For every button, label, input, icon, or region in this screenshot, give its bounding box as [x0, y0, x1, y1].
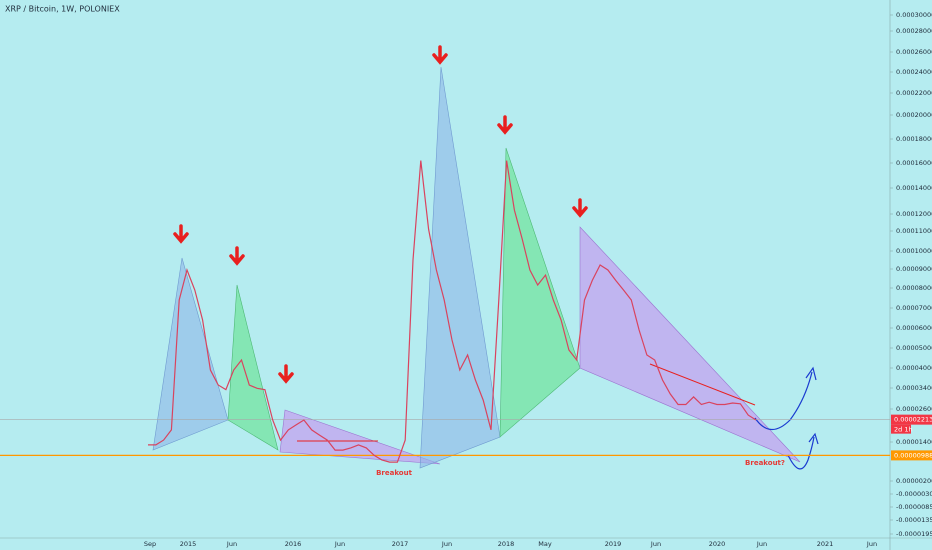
x-tick-label: May: [538, 540, 552, 548]
projection-arrow: [754, 371, 813, 431]
arrow: [229, 246, 245, 266]
y-tick-label: 0.00022000: [896, 89, 932, 97]
triangle: [419, 66, 501, 469]
triangle: [499, 147, 581, 438]
y-tick-label: -0.00000300: [896, 490, 932, 498]
y-tick-label: 0.00020000: [896, 111, 932, 119]
x-tick-label: 2019: [605, 540, 622, 548]
x-tick-label: 2015: [180, 540, 197, 548]
y-tick-label: 0.00010000: [896, 247, 932, 255]
x-tick-label: Jun: [334, 540, 345, 548]
price-box: [891, 414, 932, 425]
y-tick-label: 0.00009000: [896, 265, 932, 273]
trend-line: [649, 363, 756, 406]
x-tick-label: 2017: [392, 540, 409, 548]
triangle: [227, 284, 279, 451]
y-tick-label: 0.00003400: [896, 384, 932, 392]
y-tick-label: 0.00026000: [896, 48, 932, 56]
y-tick-label: -0.00001350: [896, 516, 932, 524]
y-tick-label: 0.00018000: [896, 135, 932, 143]
price-line-series: [148, 160, 757, 463]
price-box: [891, 450, 932, 461]
price-label: 0.00002213: [894, 416, 932, 424]
x-tick-label: Sep: [144, 540, 156, 548]
x-tick-label: 2018: [498, 540, 515, 548]
y-tick-label: -0.00000850: [896, 503, 932, 511]
x-tick-label: Jun: [226, 540, 237, 548]
y-tick-label: 0.00005000: [896, 344, 932, 352]
y-tick-label: 0.00011000: [896, 227, 932, 235]
countdown-box: [891, 424, 911, 434]
y-tick-label: 0.00024000: [896, 68, 932, 76]
y-tick-label: 0.00007000: [896, 304, 932, 312]
y-tick-label: 0.00000200: [896, 477, 932, 485]
triangle: [152, 257, 229, 451]
arrow: [432, 45, 448, 65]
y-tick-label: 0.00030000: [896, 11, 932, 19]
y-tick-label: 0.00002600: [896, 405, 932, 413]
x-tick-label: Jun: [441, 540, 452, 548]
patterns: [152, 66, 801, 469]
arrow: [173, 224, 189, 244]
y-tick-label: 0.00016000: [896, 159, 932, 167]
y-tick-label: 0.00001400: [896, 438, 932, 446]
y-tick-label: 0.00004000: [896, 364, 932, 372]
triangle: [579, 226, 801, 463]
x-tick-label: 2016: [285, 540, 302, 548]
x-tick-label: Jun: [866, 540, 877, 548]
x-tick-label: Jun: [756, 540, 767, 548]
y-tick-label: 0.00012000: [896, 210, 932, 218]
arrow: [497, 115, 513, 135]
y-tick-label: 0.00008000: [896, 284, 932, 292]
triangle: [279, 409, 441, 465]
annotation: Breakout?: [745, 459, 785, 467]
price-label: 0.00000988: [894, 451, 932, 459]
projection-arrow: [787, 436, 815, 470]
x-tick-label: Jun: [650, 540, 661, 548]
annotation: Breakout: [376, 469, 413, 477]
x-tick-label: 2020: [709, 540, 726, 548]
arrow-head: [808, 432, 819, 445]
x-tick-label: 2021: [817, 540, 834, 548]
arrow-head: [805, 366, 817, 381]
y-tick-label: 0.00028000: [896, 27, 932, 35]
y-tick-label: -0.00001950: [896, 530, 932, 538]
countdown: 2d 1h: [894, 426, 913, 434]
arrow: [278, 364, 294, 384]
y-tick-label: 0.00014000: [896, 184, 932, 192]
red-arrows: [173, 45, 588, 384]
title: XRP / Bitcoin, 1W, POLONIEX: [5, 5, 120, 14]
y-tick-label: 0.00006000: [896, 324, 932, 332]
arrow: [572, 198, 588, 218]
